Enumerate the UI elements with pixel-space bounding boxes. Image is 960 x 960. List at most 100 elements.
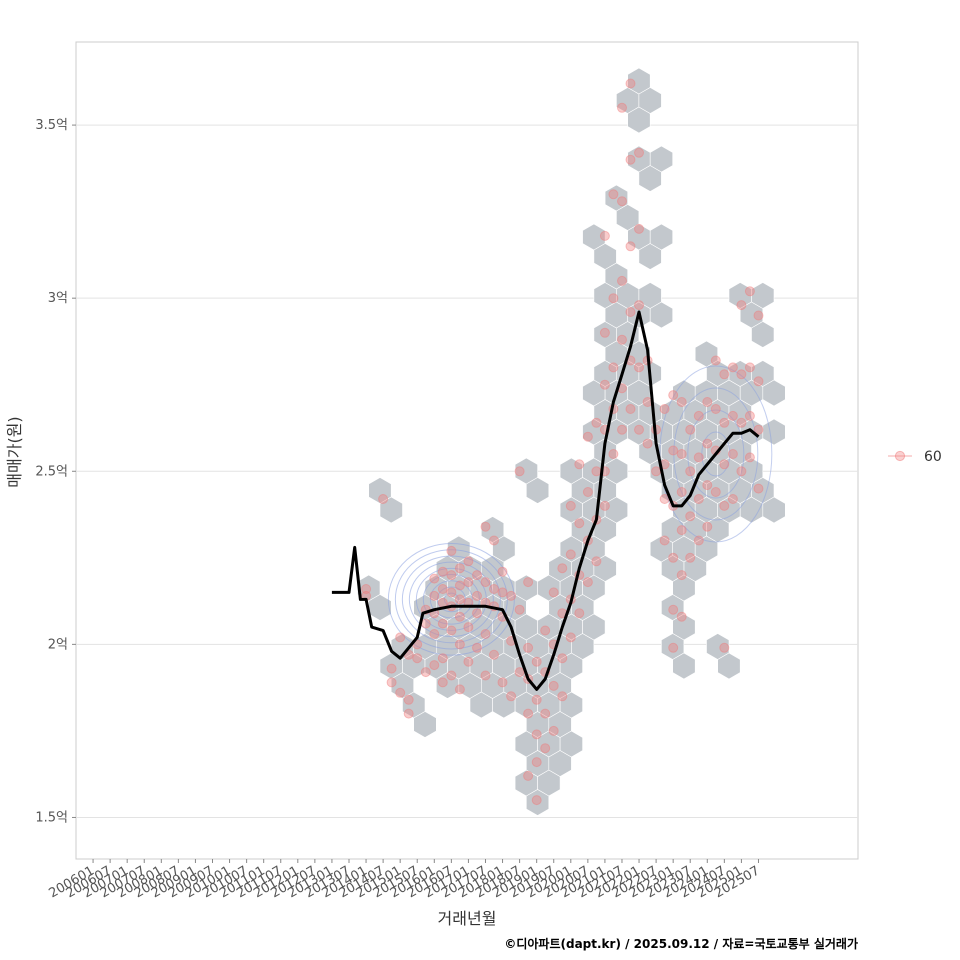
deal-point	[727, 410, 738, 421]
deal-point	[753, 310, 764, 321]
density-contour	[429, 580, 473, 619]
deal-point	[523, 642, 534, 653]
deal-point	[625, 307, 636, 317]
deal-point	[599, 230, 610, 241]
deal-point	[446, 587, 457, 598]
deal-point	[574, 459, 585, 470]
density-contour	[673, 387, 759, 521]
deal-point	[676, 570, 687, 581]
deal-point	[676, 487, 687, 497]
deal-point	[744, 286, 755, 297]
deal-point	[617, 275, 627, 286]
deal-point	[540, 743, 551, 754]
deal-point	[523, 577, 534, 588]
deal-point	[685, 424, 696, 435]
deal-points	[361, 78, 764, 806]
deal-point	[429, 590, 440, 601]
deal-point	[719, 642, 730, 653]
deal-point	[531, 795, 542, 806]
deal-point	[744, 362, 755, 373]
deal-point	[693, 535, 704, 546]
hex-bin	[525, 789, 550, 816]
hex-bin	[413, 711, 437, 738]
deal-point	[531, 757, 542, 768]
density-contour	[394, 549, 508, 650]
deal-point	[454, 594, 465, 605]
hex-bin	[604, 496, 629, 524]
deal-point	[531, 694, 542, 705]
deal-point	[719, 459, 730, 470]
deal-point	[668, 642, 679, 653]
y-tick-label: 2억	[48, 637, 68, 652]
deal-point	[523, 770, 534, 781]
deal-point	[514, 466, 525, 477]
deal-point	[599, 500, 610, 511]
deal-point	[429, 573, 440, 584]
deal-point	[514, 604, 525, 615]
deal-point	[446, 625, 457, 636]
deal-point	[719, 500, 730, 511]
deal-point	[634, 300, 644, 311]
deal-point	[727, 494, 738, 504]
deal-point	[437, 618, 448, 629]
deal-point	[548, 680, 559, 691]
deal-point	[634, 362, 644, 373]
deal-point	[668, 604, 679, 615]
deal-point	[651, 466, 662, 477]
hex-bin	[559, 691, 583, 719]
deal-point	[634, 147, 644, 158]
deal-point	[454, 580, 465, 591]
density-contour	[387, 543, 515, 656]
deal-point	[702, 480, 713, 491]
deal-point	[582, 431, 593, 442]
deal-point	[685, 466, 696, 477]
deal-point	[454, 684, 465, 695]
deal-point	[446, 545, 457, 556]
deal-point	[361, 584, 372, 594]
deal-point	[454, 639, 465, 650]
deal-point	[472, 590, 482, 601]
deal-point	[608, 449, 619, 459]
deal-point	[736, 300, 747, 311]
deal-point	[668, 552, 679, 563]
density-contour	[401, 555, 501, 644]
deal-point	[395, 687, 406, 698]
density-contour	[408, 561, 494, 638]
deal-point	[617, 424, 627, 435]
deal-point	[565, 549, 576, 560]
hex-bin	[649, 223, 674, 251]
deal-point	[668, 390, 679, 401]
hex-bin	[649, 301, 674, 329]
deal-point	[437, 584, 448, 594]
deal-point	[676, 397, 687, 407]
hex-bin	[751, 282, 775, 309]
deal-point	[736, 369, 747, 380]
deal-point	[693, 410, 704, 421]
y-axis: 1.5억 2억 2.5억 3억 3.5억	[35, 118, 76, 825]
deal-point	[472, 570, 482, 581]
deal-point	[753, 376, 764, 387]
deal-point	[540, 708, 551, 719]
deal-point	[617, 196, 627, 207]
hex-bin	[638, 87, 662, 114]
deal-point	[727, 449, 738, 459]
density-contour	[701, 431, 731, 477]
deal-point	[634, 223, 644, 234]
density-contour	[687, 409, 745, 499]
y-tick-label: 1.5억	[35, 810, 68, 825]
deal-point	[565, 500, 576, 511]
deal-point	[693, 452, 704, 463]
deal-point	[753, 424, 764, 435]
deal-point	[497, 677, 508, 688]
deal-point	[676, 525, 687, 536]
deal-point	[420, 667, 431, 678]
deal-point	[625, 154, 636, 165]
source-caption: ©디아파트(dapt.kr) / 2025.09.12 / 자료=국토교통부 실…	[504, 936, 858, 951]
trend-line	[331, 310, 760, 691]
hex-bin	[559, 730, 583, 758]
deal-point	[429, 629, 440, 639]
deal-point	[608, 362, 619, 373]
hex-bin	[525, 477, 550, 504]
deal-point	[599, 379, 610, 390]
